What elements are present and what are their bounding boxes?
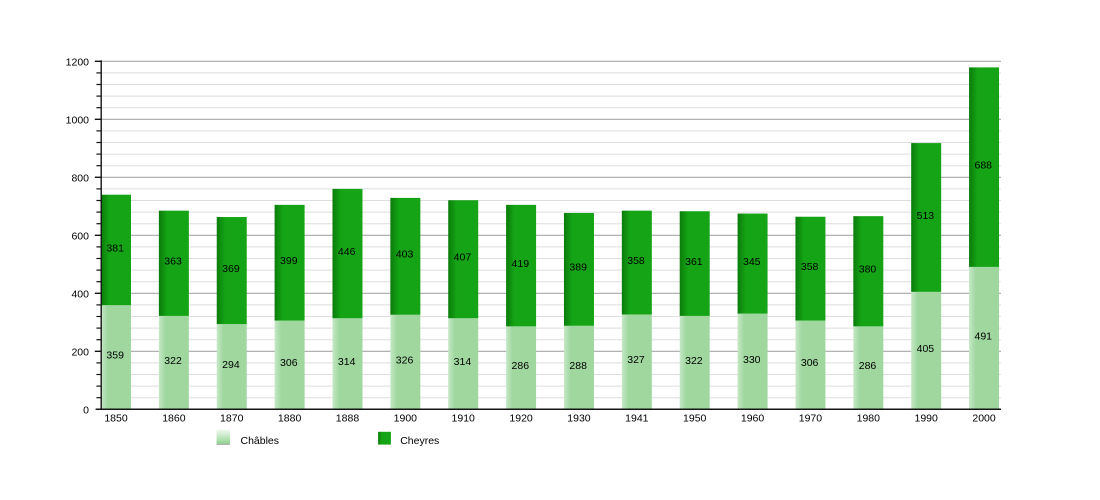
- svg-text:306: 306: [280, 357, 298, 369]
- svg-text:359: 359: [106, 350, 124, 362]
- svg-text:1970: 1970: [799, 413, 823, 425]
- svg-text:400: 400: [71, 288, 89, 300]
- svg-text:1980: 1980: [857, 413, 881, 425]
- svg-text:1888: 1888: [336, 413, 360, 425]
- svg-text:314: 314: [454, 356, 472, 368]
- svg-text:314: 314: [338, 356, 356, 368]
- svg-text:327: 327: [627, 354, 645, 366]
- svg-text:405: 405: [917, 343, 935, 355]
- svg-text:1990: 1990: [915, 413, 939, 425]
- svg-text:2000: 2000: [972, 413, 996, 425]
- svg-text:419: 419: [512, 258, 530, 270]
- svg-text:1000: 1000: [66, 114, 90, 126]
- svg-text:403: 403: [396, 249, 414, 261]
- svg-text:358: 358: [627, 255, 645, 267]
- svg-text:1910: 1910: [452, 413, 476, 425]
- svg-text:513: 513: [917, 210, 935, 222]
- svg-text:288: 288: [569, 360, 587, 372]
- svg-text:345: 345: [743, 256, 761, 268]
- svg-text:1950: 1950: [683, 413, 707, 425]
- svg-text:294: 294: [222, 359, 240, 371]
- svg-text:1900: 1900: [394, 413, 418, 425]
- svg-text:322: 322: [164, 355, 182, 367]
- svg-text:407: 407: [454, 252, 472, 264]
- svg-text:286: 286: [512, 360, 530, 372]
- svg-text:330: 330: [743, 354, 761, 366]
- svg-text:600: 600: [71, 230, 89, 242]
- svg-text:361: 361: [685, 256, 703, 268]
- svg-text:306: 306: [801, 357, 819, 369]
- svg-text:1960: 1960: [741, 413, 765, 425]
- svg-text:200: 200: [71, 346, 89, 358]
- svg-text:358: 358: [801, 261, 819, 273]
- svg-text:286: 286: [859, 360, 877, 372]
- svg-text:Cheyres: Cheyres: [400, 435, 439, 447]
- svg-text:688: 688: [974, 159, 992, 171]
- svg-text:1930: 1930: [567, 413, 591, 425]
- svg-text:363: 363: [164, 256, 182, 268]
- svg-text:446: 446: [338, 246, 356, 258]
- svg-text:322: 322: [685, 355, 703, 367]
- svg-text:800: 800: [71, 172, 89, 184]
- svg-text:326: 326: [396, 354, 414, 366]
- svg-text:1850: 1850: [104, 413, 128, 425]
- svg-text:1860: 1860: [162, 413, 186, 425]
- svg-text:1200: 1200: [66, 56, 90, 68]
- svg-text:1870: 1870: [220, 413, 244, 425]
- svg-text:389: 389: [569, 262, 587, 274]
- svg-text:381: 381: [106, 242, 124, 254]
- svg-text:491: 491: [974, 330, 992, 342]
- svg-text:1880: 1880: [278, 413, 302, 425]
- svg-text:399: 399: [280, 255, 298, 267]
- svg-text:380: 380: [859, 264, 877, 276]
- svg-text:1941: 1941: [625, 413, 649, 425]
- svg-text:0: 0: [83, 404, 89, 416]
- svg-text:Châbles: Châbles: [241, 435, 280, 447]
- svg-text:369: 369: [222, 263, 240, 275]
- svg-text:1920: 1920: [509, 413, 533, 425]
